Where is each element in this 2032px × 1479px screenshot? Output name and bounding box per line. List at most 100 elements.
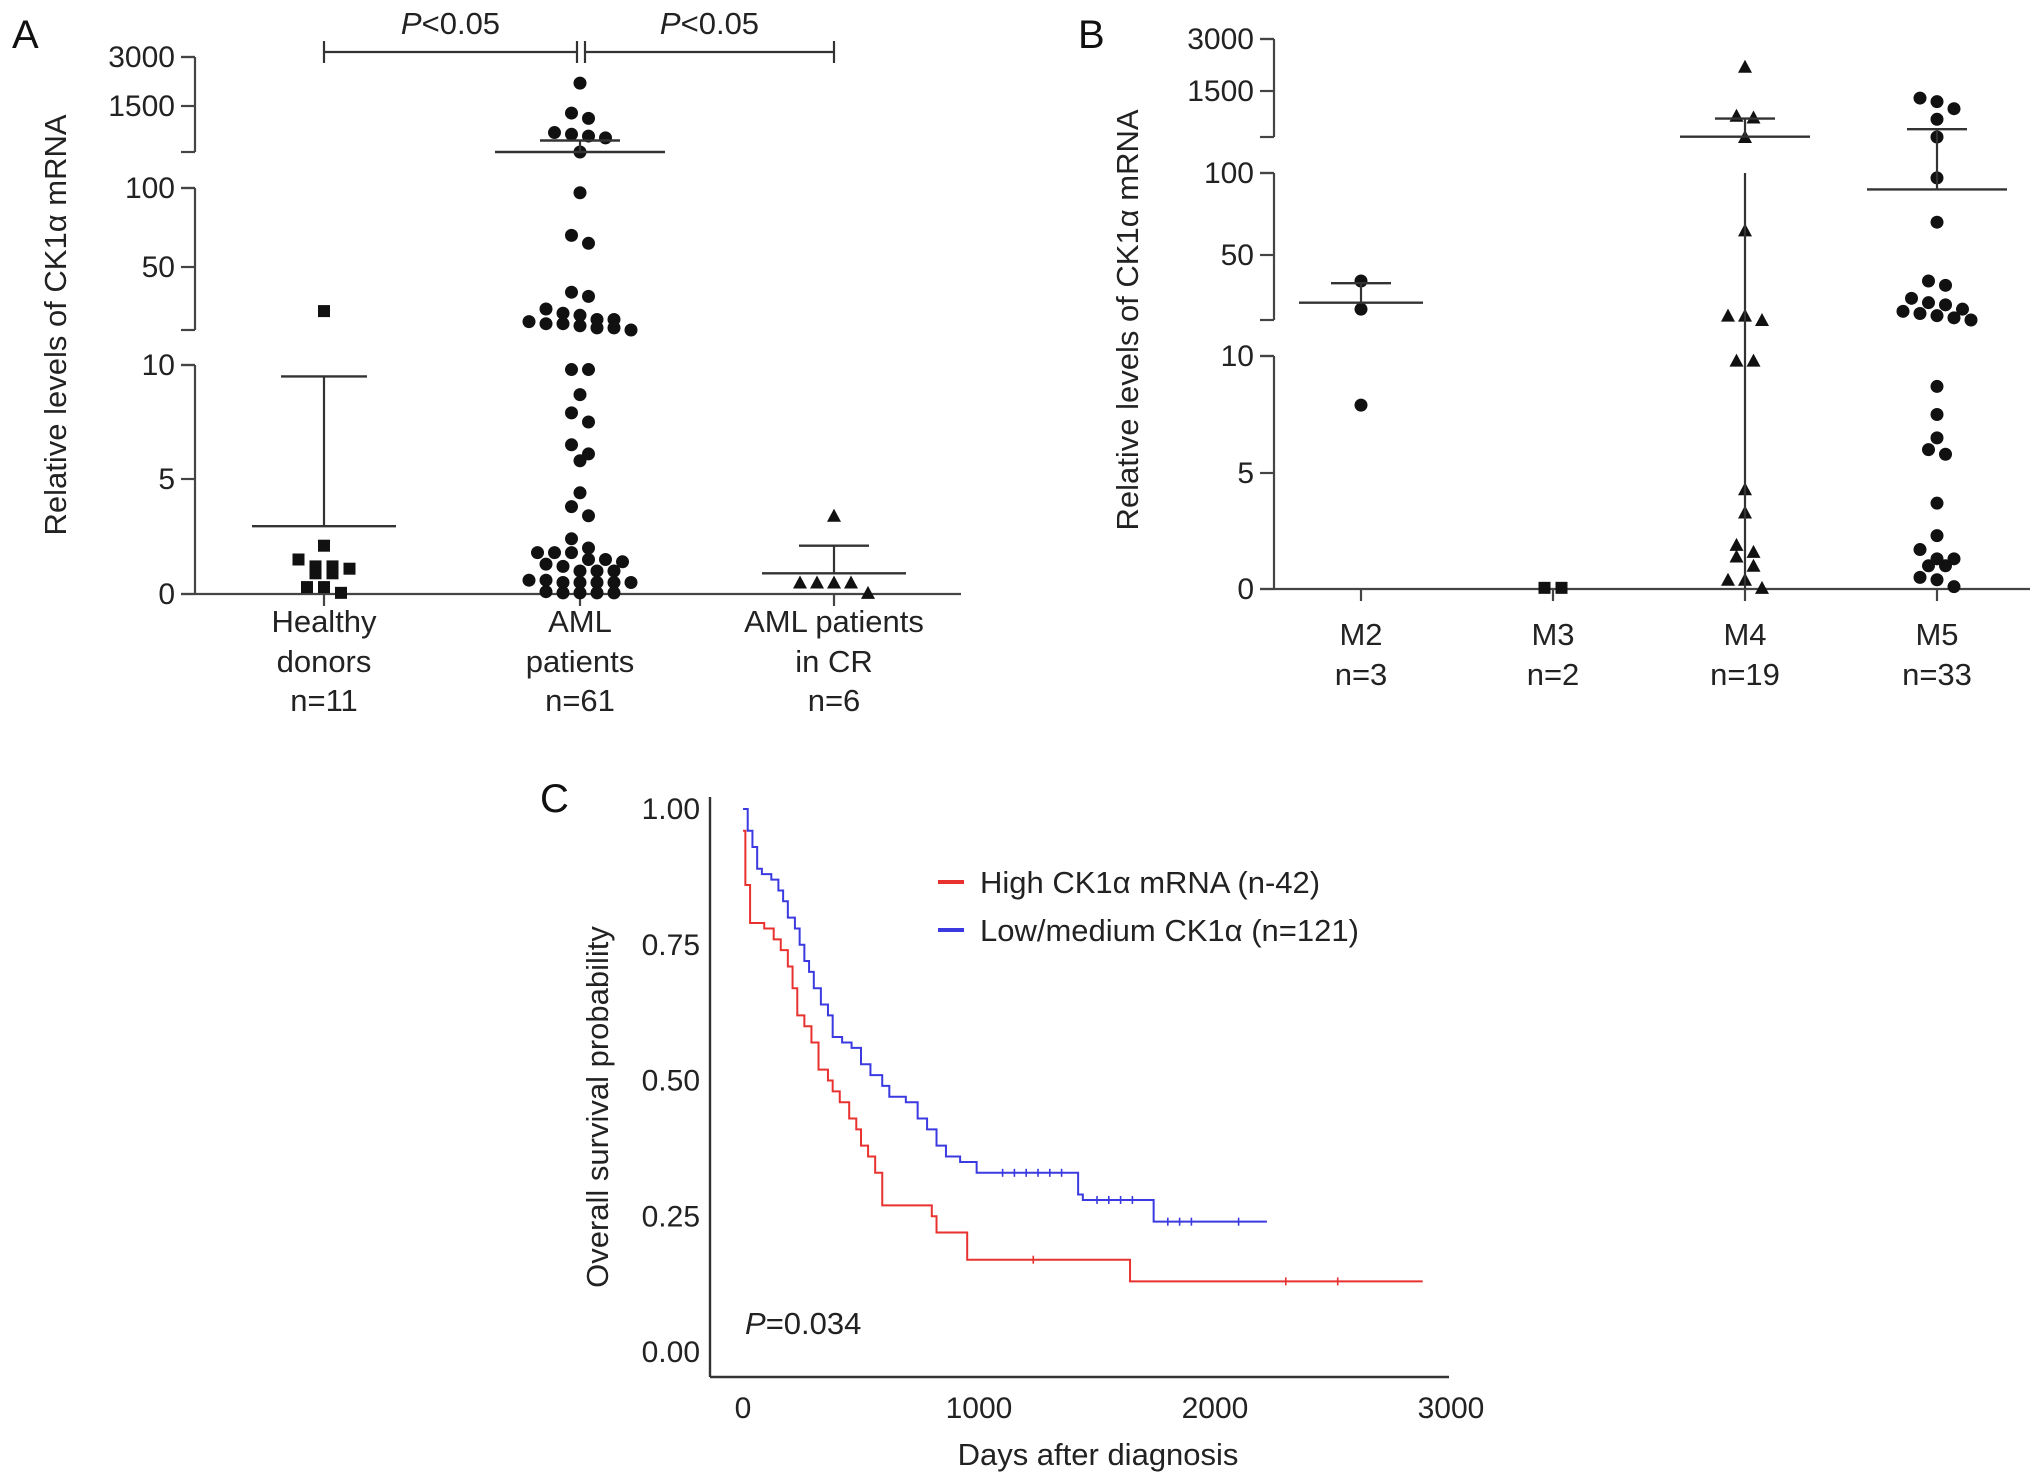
x-tick-label: 1000 <box>946 1392 1013 1425</box>
data-point-circle <box>582 541 595 555</box>
y-tick-label: 0 <box>1237 573 1254 606</box>
y-tick-label: 10 <box>142 349 175 382</box>
p-value-annotation: P=0.034 <box>745 1306 861 1341</box>
data-point-circle <box>590 564 604 578</box>
data-point-circle <box>565 363 578 377</box>
data-point-circle <box>1947 102 1961 116</box>
p-value-label: P<0.05 <box>660 6 759 41</box>
data-point-square <box>309 567 322 580</box>
data-point-circle <box>539 585 553 599</box>
data-point-circle <box>565 532 578 546</box>
data-point-circle <box>1913 570 1927 584</box>
data-point-circle <box>624 323 638 337</box>
data-point-triangle <box>1729 537 1744 551</box>
data-point-circle <box>582 553 595 566</box>
legend-label: Low/medium CK1α (n=121) <box>980 913 1359 948</box>
data-point-circle <box>1947 580 1961 594</box>
data-point-circle <box>582 111 595 125</box>
x-category-label: donors <box>277 644 372 679</box>
data-point-circle <box>556 306 570 320</box>
data-point-circle <box>1930 215 1944 229</box>
p-symbol: P <box>745 1306 766 1341</box>
y-axis-label: Relative levels of CK1α mRNA <box>38 114 73 535</box>
data-point-circle <box>573 586 587 600</box>
data-point-circle <box>607 586 621 600</box>
data-point-circle <box>599 553 612 566</box>
x-category-label: patients <box>526 644 635 679</box>
data-point-triangle <box>1729 549 1744 563</box>
panel-c-survival-curve: C 0.00 0.25 0.50 0.75 1.00 0 1000 2000 3000 Days a… <box>540 777 1484 1472</box>
data-point-square <box>318 305 330 318</box>
data-point-circle <box>573 308 587 322</box>
data-point-circle <box>582 415 595 429</box>
panel-label: C <box>540 777 569 821</box>
significance-bracket: P<0.05 <box>322 6 579 63</box>
data-point-triangle <box>827 575 841 589</box>
data-point-circle <box>573 388 587 402</box>
data-point-triangle <box>1755 580 1769 594</box>
data-point-circle <box>1913 307 1927 320</box>
y-tick-label: 1500 <box>1187 75 1254 108</box>
y-tick-label: 5 <box>1237 457 1254 490</box>
x-category-label: AML <box>548 604 612 639</box>
y-tick-label: 0.25 <box>642 1200 700 1233</box>
data-point-circle <box>1964 313 1978 327</box>
data-point-circle <box>1939 298 1952 312</box>
y-tick-label: 0.50 <box>642 1065 700 1098</box>
y-tick-label: 5 <box>158 463 175 496</box>
data-point-square <box>318 581 330 594</box>
data-point-square <box>318 539 330 552</box>
x-category-label: M5 <box>1915 617 1958 652</box>
data-point-circle <box>539 573 553 587</box>
data-point-circle <box>1905 291 1918 305</box>
data-point-circle <box>1913 91 1927 105</box>
p-symbol: P <box>660 6 681 41</box>
data-point-circle <box>1956 302 1969 316</box>
data-point-circle <box>1930 529 1944 543</box>
data-point-circle <box>573 186 587 200</box>
x-category-label: n=3 <box>1335 657 1388 692</box>
data-point-circle <box>1930 95 1944 109</box>
data-point-circle <box>565 438 578 452</box>
data-point-circle <box>1930 408 1944 421</box>
data-point-circle <box>565 406 578 420</box>
data-point-triangle <box>861 585 875 599</box>
p-symbol: P <box>401 6 422 41</box>
data-point-triangle <box>1746 353 1761 367</box>
y-axis-label: Relative levels of CK1α mRNA <box>1110 109 1145 530</box>
data-point-circle <box>1913 543 1927 557</box>
y-axis-label: Overall survival probability <box>580 926 615 1288</box>
data-point-circle <box>1922 274 1935 288</box>
data-point-circle <box>1922 559 1935 573</box>
x-category-label: n=33 <box>1902 657 1972 692</box>
x-category-label: n=2 <box>1527 657 1580 692</box>
data-point-circle <box>539 317 553 331</box>
x-category-label: M3 <box>1531 617 1574 652</box>
x-category-label: AML patients <box>744 604 924 639</box>
data-point-circle <box>1922 443 1935 457</box>
data-point-circle <box>565 500 578 514</box>
data-point-circle <box>573 564 587 578</box>
panel-a-scatter: A 0 5 10 50 100 1500 3000 Relative levels of CK1… <box>12 6 961 718</box>
panel-b-scatter: B 0 5 10 50 100 1500 3000 Relative levels of CK1… <box>1078 13 2030 692</box>
x-tick-label: 2000 <box>1182 1392 1249 1425</box>
data-point-circle <box>590 586 604 600</box>
data-point-circle <box>565 228 578 242</box>
data-point-circle <box>548 546 561 560</box>
data-point-circle <box>624 576 638 589</box>
p-value: <0.05 <box>681 6 759 41</box>
y-tick-label: 0 <box>158 578 175 611</box>
data-point-square <box>1538 581 1551 594</box>
panel-label: B <box>1078 13 1105 57</box>
y-tick-label: 100 <box>1204 157 1254 190</box>
data-point-circle <box>599 131 612 145</box>
x-category-label: n=61 <box>545 683 615 718</box>
data-point-circle <box>556 576 570 589</box>
y-tick-label: 3000 <box>108 41 175 74</box>
data-point-triangle <box>1721 572 1735 586</box>
data-point-triangle <box>1729 353 1744 367</box>
data-point-circle <box>1930 573 1944 587</box>
y-tick-label: 50 <box>1221 239 1254 272</box>
y-tick-label: 10 <box>1221 340 1254 373</box>
